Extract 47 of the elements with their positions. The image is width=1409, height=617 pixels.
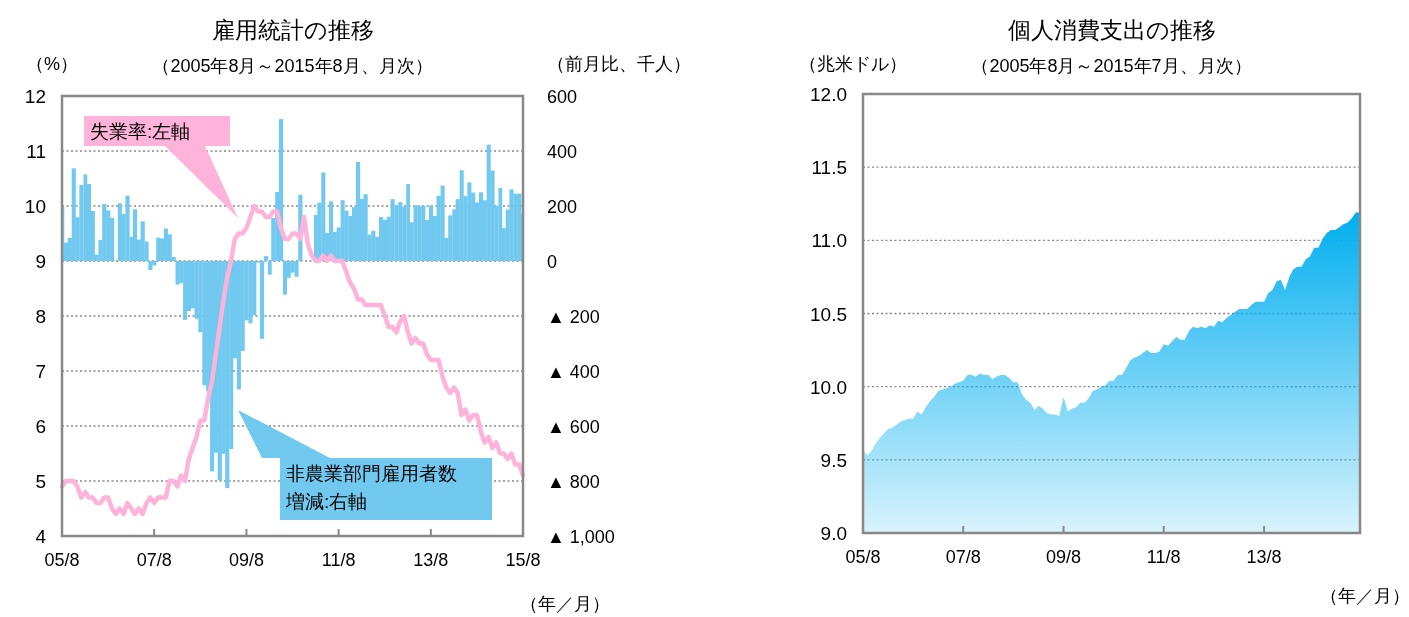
y2-tick-label: ▲ 800: [547, 472, 600, 492]
y-tick-label: 10.5: [810, 303, 847, 325]
y-tick-label: 10.0: [810, 376, 847, 398]
y-tick-label: 11.0: [811, 230, 847, 252]
y2-tick-label: 0: [547, 252, 558, 272]
y-tick-label: 12: [24, 86, 46, 107]
x-tick-label: 11/8: [1146, 547, 1181, 567]
y-tick-label: 12.0: [810, 84, 847, 105]
chart-title: 個人消費支出の推移: [1007, 17, 1216, 43]
y-axis-title: （兆米ドル）: [799, 54, 907, 74]
x-tick-label: 09/8: [228, 550, 264, 570]
chart-title: 雇用統計の推移: [211, 17, 374, 43]
y-axis-title: （%）: [25, 54, 79, 74]
x-tick-label: 11/8: [321, 550, 356, 570]
y-tick-label: 5: [35, 471, 46, 492]
y2-tick-label: 200: [547, 197, 578, 217]
x-tick-label: 13/8: [413, 550, 449, 570]
x-tick-label: 05/8: [44, 550, 80, 570]
y2-tick-label: 400: [547, 142, 578, 162]
x-axis-title: （年／月）: [520, 594, 610, 614]
y-tick-label: 9: [35, 251, 46, 272]
y2-tick-label: ▲ 600: [547, 417, 600, 437]
x-tick-label: 09/8: [1046, 547, 1082, 567]
y2-tick-label: ▲ 1,000: [547, 527, 615, 547]
y2-tick-label: ▲ 200: [547, 307, 600, 327]
y-tick-label: 4: [35, 526, 47, 547]
y-tick-label: 10: [24, 196, 46, 217]
text: 失業率:左軸: [90, 121, 191, 142]
chart-subtitle: （2005年8月～2015年7月、月次）: [971, 56, 1252, 76]
y-tick-label: 9.5: [820, 449, 847, 471]
x-tick-label: 15/8: [505, 550, 541, 570]
y2-axis-title: （前月比、千人）: [547, 54, 691, 74]
x-tick-label: 07/8: [945, 547, 981, 567]
y-tick-label: 6: [35, 416, 46, 437]
x-tick-label: 07/8: [136, 550, 172, 570]
y-tick-label: 8: [35, 306, 46, 327]
x-tick-label: 13/8: [1246, 547, 1282, 567]
x-tick-label: 05/8: [845, 547, 881, 567]
y-tick-label: 11.5: [811, 157, 847, 179]
x-axis-title: （年／月）: [1320, 586, 1409, 606]
y-tick-label: 11: [26, 141, 46, 162]
text: 非農業部門雇用者数増減:右軸: [285, 463, 457, 512]
y-tick-label: 9.0: [820, 523, 847, 544]
y-tick-label: 7: [35, 361, 46, 382]
y2-tick-label: 600: [547, 87, 578, 107]
y2-tick-label: ▲ 400: [547, 362, 600, 382]
chart-subtitle: （2005年8月～2015年8月、月次）: [152, 56, 433, 76]
